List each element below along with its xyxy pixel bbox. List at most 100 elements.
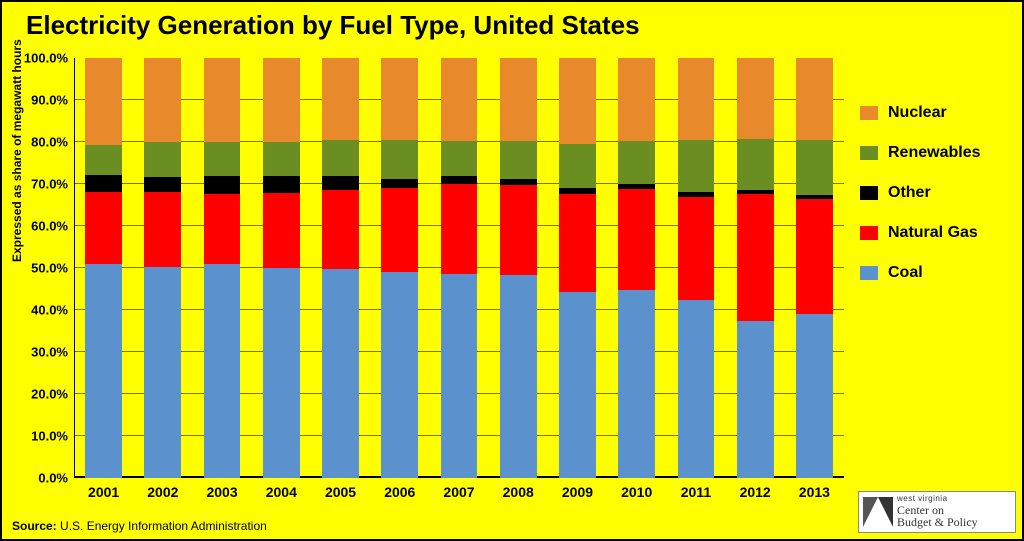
x-tick-label: 2007 — [443, 478, 474, 500]
bar-segment — [85, 58, 122, 145]
bar-segment — [737, 321, 774, 478]
bar-segment — [500, 185, 537, 275]
bar-segment — [204, 194, 241, 265]
legend-item: Nuclear — [860, 104, 1010, 122]
bar-segment — [678, 300, 715, 478]
chart-frame: Electricity Generation by Fuel Type, Uni… — [0, 0, 1024, 541]
bar-group — [796, 58, 833, 478]
y-tick-label: 80.0% — [31, 135, 74, 150]
bar-segment — [441, 184, 478, 274]
bar-segment — [618, 189, 655, 289]
bar-segment — [204, 176, 241, 194]
y-tick-label: 50.0% — [31, 261, 74, 276]
bar-segment — [85, 175, 122, 192]
bar-segment — [144, 267, 181, 478]
bar-segment — [144, 177, 181, 192]
y-tick-label: 30.0% — [31, 345, 74, 360]
logo-text: west virginia Center on Budget & Policy — [897, 495, 978, 529]
y-tick-label: 20.0% — [31, 387, 74, 402]
x-tick-label: 2001 — [88, 478, 119, 500]
bar-segment — [204, 58, 241, 142]
bar-segment — [678, 140, 715, 193]
x-tick-label: 2005 — [325, 478, 356, 500]
bar-segment — [500, 58, 537, 141]
bar-segment — [737, 194, 774, 321]
chart-title: Electricity Generation by Fuel Type, Uni… — [26, 10, 640, 41]
bar-segment — [263, 142, 300, 176]
bar-group — [144, 58, 181, 478]
bar-segment — [500, 141, 537, 179]
bar-segment — [204, 264, 241, 478]
bar-segment — [381, 179, 418, 187]
bar-segment — [144, 142, 181, 177]
bar-segment — [441, 141, 478, 176]
y-tick-label: 70.0% — [31, 177, 74, 192]
legend-item: Coal — [860, 264, 1010, 282]
y-tick-label: 0.0% — [38, 471, 74, 486]
bar-segment — [559, 292, 596, 478]
bar-segment — [85, 264, 122, 478]
bar-segment — [381, 140, 418, 179]
x-tick-label: 2009 — [562, 478, 593, 500]
bar-group — [322, 58, 359, 478]
bar-segment — [618, 290, 655, 478]
bar-segment — [796, 58, 833, 140]
y-tick-label: 90.0% — [31, 93, 74, 108]
y-tick-label: 100.0% — [24, 51, 74, 66]
plot-area: 0.0%10.0%20.0%30.0%40.0%50.0%60.0%70.0%8… — [74, 58, 844, 478]
bar-segment — [441, 274, 478, 478]
bar-segment — [618, 58, 655, 141]
y-axis-line — [74, 58, 75, 478]
bar-segment — [322, 190, 359, 269]
y-tick-label: 10.0% — [31, 429, 74, 444]
bar-segment — [559, 144, 596, 189]
bar-group — [737, 58, 774, 478]
bar-segment — [381, 58, 418, 140]
bar-group — [441, 58, 478, 478]
x-tick-label: 2011 — [681, 478, 711, 500]
x-tick-label: 2013 — [799, 478, 830, 500]
bar-segment — [678, 197, 715, 301]
x-tick-label: 2006 — [384, 478, 415, 500]
bar-segment — [85, 192, 122, 264]
source-label: Source: — [12, 519, 57, 533]
bar-segment — [263, 193, 300, 268]
legend-label: Nuclear — [888, 104, 947, 122]
bar-segment — [263, 176, 300, 193]
x-tick-label: 2002 — [147, 478, 178, 500]
bar-segment — [796, 199, 833, 315]
bar-segment — [559, 58, 596, 144]
x-tick-label: 2004 — [266, 478, 297, 500]
bar-segment — [559, 194, 596, 292]
bar-group — [381, 58, 418, 478]
bar-segment — [796, 314, 833, 478]
source-text: U.S. Energy Information Administration — [60, 519, 267, 533]
bar-segment — [678, 58, 715, 139]
y-tick-label: 60.0% — [31, 219, 74, 234]
bar-segment — [441, 176, 478, 184]
legend-swatch — [860, 106, 878, 120]
legend-swatch — [860, 266, 878, 280]
x-tick-label: 2003 — [206, 478, 237, 500]
bar-segment — [322, 58, 359, 140]
bar-group — [559, 58, 596, 478]
bar-segment — [441, 58, 478, 141]
bar-segment — [500, 275, 537, 478]
bar-group — [204, 58, 241, 478]
x-tick-label: 2010 — [621, 478, 652, 500]
bar-segment — [618, 141, 655, 184]
legend-label: Coal — [888, 264, 923, 282]
legend-item: Natural Gas — [860, 224, 1010, 242]
x-tick-label: 2012 — [740, 478, 771, 500]
bar-segment — [737, 139, 774, 190]
legend-item: Other — [860, 184, 1010, 202]
bar-group — [618, 58, 655, 478]
bar-group — [500, 58, 537, 478]
bar-segment — [322, 176, 359, 190]
legend-label: Renewables — [888, 144, 980, 162]
bar-segment — [381, 272, 418, 478]
bar-segment — [263, 268, 300, 478]
legend-item: Renewables — [860, 144, 1010, 162]
bar-segment — [737, 58, 774, 139]
bar-segment — [322, 140, 359, 176]
